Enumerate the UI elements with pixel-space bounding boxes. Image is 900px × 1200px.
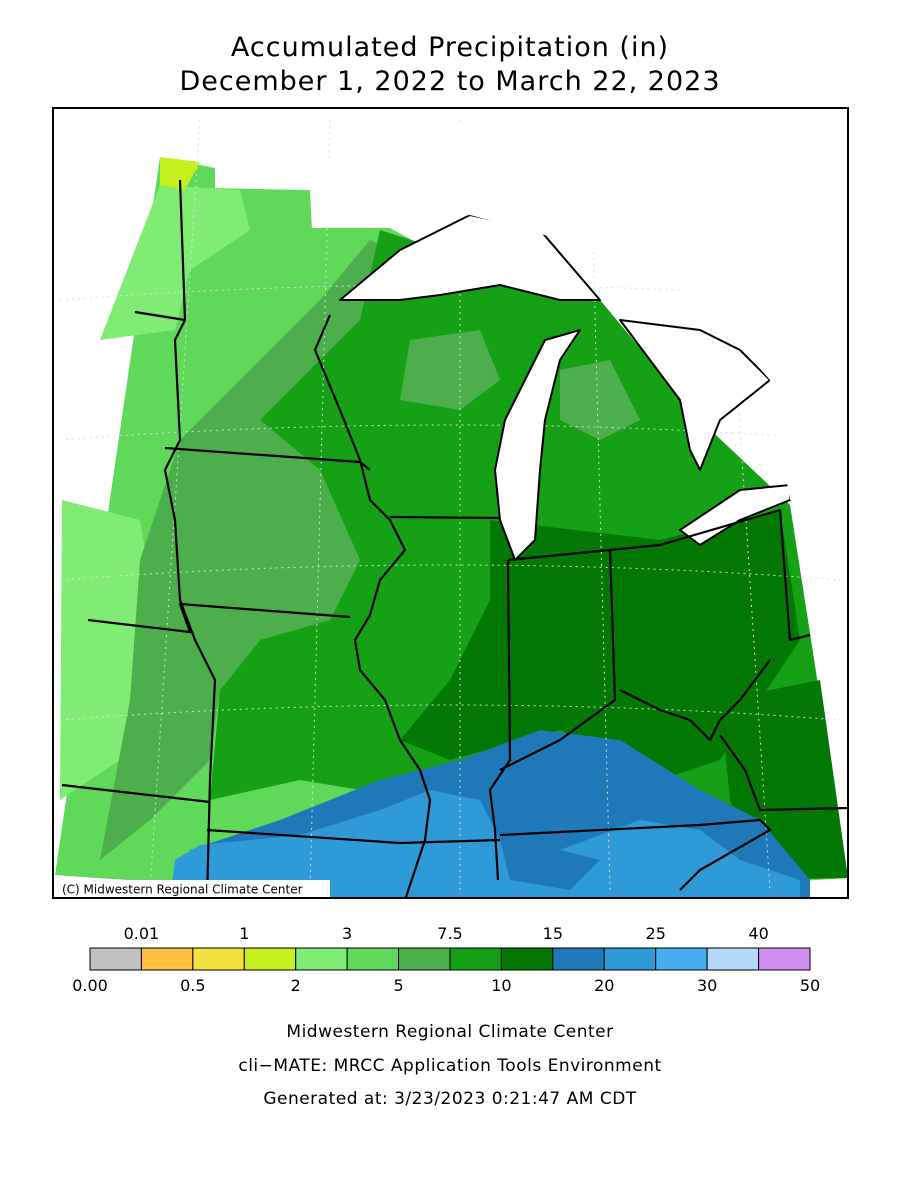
legend-label: 0.01 <box>124 924 160 943</box>
footer-line: Generated at: 3/23/2023 0:21:47 AM CDT <box>263 1089 636 1109</box>
legend-label: 7.5 <box>437 924 462 943</box>
legend-swatch <box>758 947 811 971</box>
legend-label: 3 <box>342 924 352 943</box>
precip-region <box>170 790 800 898</box>
precip-region <box>560 360 640 440</box>
map-frame <box>52 107 849 899</box>
precip-region <box>60 500 160 800</box>
footer-line: Midwestern Regional Climate Center <box>286 1022 613 1042</box>
legend-swatch <box>398 947 451 971</box>
legend-label: 30 <box>697 976 717 995</box>
legend-label: 15 <box>543 924 563 943</box>
legend-label: 5 <box>393 976 403 995</box>
precip-region <box>500 840 600 890</box>
legend: 0.00 0.01 0.5 1 2 3 5 7.5 10 15 20 25 30 40 50 <box>72 924 820 995</box>
state-boundaries <box>61 179 848 898</box>
lake-superior <box>339 214 601 301</box>
precip-region <box>400 330 500 410</box>
legend-label: 2 <box>291 976 301 995</box>
legend-label: 50 <box>800 976 820 995</box>
legend-swatch <box>655 947 708 971</box>
precip-region <box>400 510 800 780</box>
credit-box <box>53 880 330 898</box>
legend-label: 40 <box>748 924 768 943</box>
legend-swatch <box>500 947 554 971</box>
legend-label: 25 <box>646 924 666 943</box>
lake-michigan <box>494 329 581 561</box>
legend-label: 20 <box>594 976 614 995</box>
title-line: Accumulated Precipitation (in) <box>231 32 669 63</box>
legend-swatch <box>449 947 502 971</box>
legend-swatch <box>89 947 142 971</box>
precip-region <box>100 240 430 860</box>
legend-swatch <box>192 947 245 971</box>
legend-swatch <box>346 947 400 971</box>
legend-swatch <box>603 947 657 971</box>
precip-region <box>160 157 200 190</box>
legend-label: 0.00 <box>72 976 108 995</box>
legend-swatch <box>552 947 605 971</box>
credit: (C) Midwestern Regional Climate Center <box>62 883 303 897</box>
no-data-area <box>215 120 848 505</box>
legend-swatch <box>295 947 348 971</box>
title-line: December 1, 2022 to March 22, 2023 <box>179 66 720 97</box>
lake-huron <box>619 319 771 471</box>
legend-swatch <box>140 947 194 971</box>
map: (C) Midwestern Regional Climate Center <box>52 107 849 899</box>
legend-swatch <box>706 947 760 971</box>
footer-line: cli−MATE: MRCC Application Tools Environ… <box>238 1056 661 1076</box>
legend-label: 10 <box>491 976 511 995</box>
legend-label: 1 <box>239 924 249 943</box>
legend-swatch <box>243 947 297 971</box>
precip-region <box>100 185 250 340</box>
legend-label: 0.5 <box>180 976 205 995</box>
